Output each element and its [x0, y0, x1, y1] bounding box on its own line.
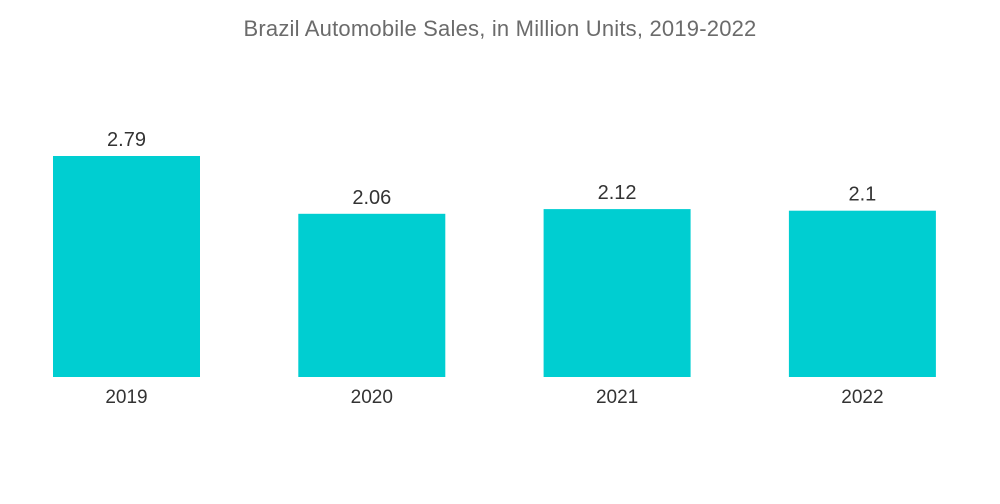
x-tick-label-2022: 2022 — [841, 387, 883, 408]
x-tick-label-2019: 2019 — [105, 387, 147, 408]
bar-2021 — [543, 209, 691, 377]
value-label-2020: 2.06 — [352, 187, 391, 209]
value-label-2019: 2.79 — [107, 129, 146, 151]
x-tick-label-2020: 2020 — [351, 387, 393, 408]
chart-title: Brazil Automobile Sales, in Million Unit… — [243, 16, 757, 41]
bar-2022 — [788, 210, 936, 377]
bar-2020 — [298, 213, 446, 377]
bar-2019 — [53, 156, 200, 377]
x-tick-label-2021: 2021 — [596, 387, 638, 408]
value-label-2022: 2.1 — [848, 184, 876, 206]
value-label-2021: 2.12 — [598, 182, 637, 204]
